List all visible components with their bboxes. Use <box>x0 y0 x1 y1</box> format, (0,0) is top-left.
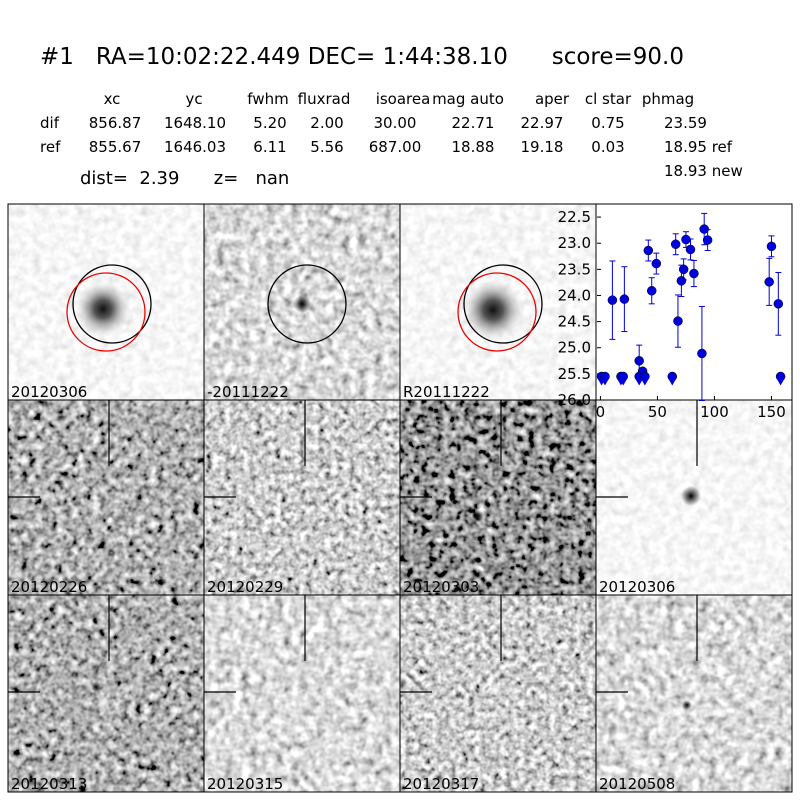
y-tick-label: 24.5 <box>558 313 591 331</box>
y-tick-label: 25.0 <box>558 339 591 357</box>
panel-label: 20120508 <box>599 775 675 793</box>
panel-label: R20111222 <box>403 383 490 401</box>
point <box>699 224 709 234</box>
limit-arrow <box>600 378 609 386</box>
point <box>678 264 689 275</box>
point <box>689 268 699 279</box>
point <box>766 241 777 252</box>
cell: 19.18 <box>521 138 564 156</box>
limit-arrow <box>640 378 649 386</box>
point <box>607 295 618 305</box>
image-panel <box>204 204 400 400</box>
column-header: cl star <box>585 90 632 108</box>
image-panel <box>400 204 596 400</box>
panel-label: 20120229 <box>207 578 283 596</box>
panel-label: -20111222 <box>207 383 289 401</box>
image-panel <box>596 400 792 595</box>
dist-line: dist= 2.39 z= nan <box>80 168 289 189</box>
point <box>773 299 784 309</box>
cell: 687.00 <box>369 138 422 156</box>
point <box>634 356 644 366</box>
x-tick-label: 150 <box>757 403 786 421</box>
cell: 0.03 <box>591 138 624 156</box>
cell: 22.97 <box>521 114 564 132</box>
image-panel <box>596 595 792 792</box>
title: #1 RA=10:02:22.449 DEC= 1:44:38.10 score… <box>40 44 684 70</box>
point <box>643 245 654 256</box>
cell: 30.00 <box>374 114 417 132</box>
point <box>681 234 691 245</box>
image-panel <box>204 400 400 595</box>
column-header: aper <box>535 90 570 108</box>
point <box>764 277 774 287</box>
point <box>651 258 662 269</box>
cell: 856.87 <box>89 114 142 132</box>
image-panel <box>400 595 596 792</box>
point <box>697 348 707 359</box>
limit-arrow <box>776 378 785 386</box>
point <box>685 244 696 255</box>
cell: 18.95 ref <box>664 138 733 156</box>
column-header: fwhm <box>247 90 288 108</box>
panel-label: 20120303 <box>403 578 479 596</box>
table: xc yc fwhm fluxrad isoarea mag auto aper cl sta… <box>40 90 743 180</box>
column-header: xc <box>104 90 121 108</box>
panel-label: 20120226 <box>11 578 87 596</box>
panel-label: 20120306 <box>599 578 675 596</box>
y-tick-label: 24.0 <box>558 286 591 304</box>
limit-arrow <box>635 378 644 386</box>
cell: 0.75 <box>591 114 624 132</box>
cell: 855.67 <box>89 138 142 156</box>
panel-label: 20120317 <box>403 775 479 793</box>
cell: 23.59 <box>664 114 707 132</box>
x-tick-label: 50 <box>648 403 667 421</box>
panel-label: 20120313 <box>11 775 87 793</box>
cell: 2.00 <box>310 114 343 132</box>
cell: 5.56 <box>310 138 343 156</box>
image-panel <box>8 595 204 792</box>
point <box>670 239 681 249</box>
column-header: isoarea <box>376 90 431 108</box>
x-tick-label: 0 <box>596 403 606 421</box>
point <box>702 235 713 245</box>
y-tick-label: 25.5 <box>558 365 591 383</box>
column-header: mag auto <box>432 90 504 108</box>
column-header: phmag <box>642 90 694 108</box>
limit-arrow <box>668 378 677 386</box>
image-panel <box>204 595 400 792</box>
column-header: fluxrad <box>298 90 351 108</box>
crosshairs <box>8 400 698 693</box>
point <box>646 286 657 296</box>
image-panel <box>8 204 204 400</box>
panel-label: 20120315 <box>207 775 283 793</box>
panel-label: 20120306 <box>11 383 87 401</box>
y-tick-label: 23.5 <box>558 260 591 278</box>
cell: 1646.03 <box>164 138 226 156</box>
limit-arrow <box>619 378 628 386</box>
panel-borders <box>7 203 793 793</box>
cell: 1648.10 <box>164 114 226 132</box>
cell: 18.88 <box>452 138 495 156</box>
y-tick-label: 26.0 <box>558 391 591 409</box>
plot-area <box>597 204 792 400</box>
y-tick-label: 23.0 <box>558 234 591 252</box>
y-tick-label: 22.5 <box>558 208 591 226</box>
row-label: ref <box>40 138 61 156</box>
row-label: dif <box>40 114 60 132</box>
column-header: yc <box>185 90 202 108</box>
x-tick-label: 100 <box>700 403 729 421</box>
image-panel <box>8 400 204 595</box>
point <box>676 276 687 286</box>
point <box>673 316 683 326</box>
light-curve: 22.5 23.0 23.5 24.0 24.5 25.0 25.5 26.0 0 50 100 15… <box>558 208 786 421</box>
cell: 6.11 <box>253 138 286 156</box>
panel-labels: 20120306 -20111222 R20111222 20120226 201202… <box>11 383 675 793</box>
cell: 5.20 <box>253 114 286 132</box>
point <box>619 294 630 304</box>
cell: 22.71 <box>452 114 495 132</box>
cell: 18.93 new <box>664 162 743 180</box>
image-panel <box>400 400 596 595</box>
